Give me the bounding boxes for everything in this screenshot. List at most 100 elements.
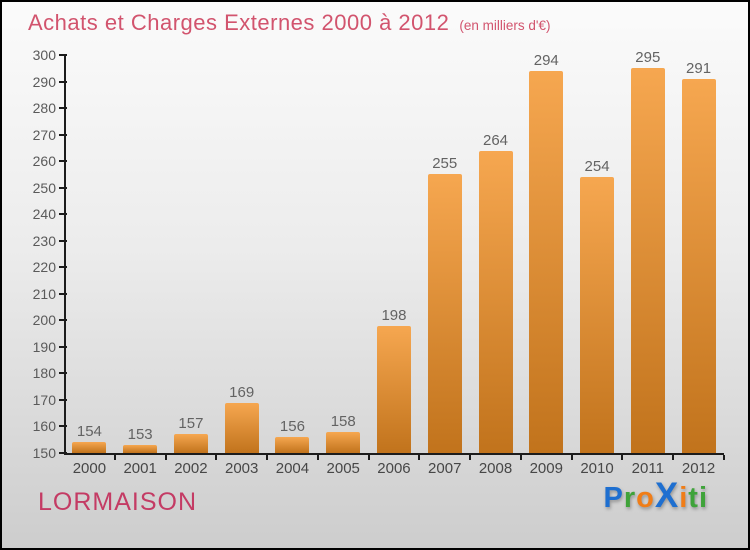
- y-tick-mark: [59, 372, 67, 375]
- bar-slot: 158: [318, 55, 369, 453]
- bar-slot: 198: [369, 55, 420, 453]
- y-tick-label: 220: [32, 259, 56, 276]
- y-tick-mark: [59, 133, 67, 136]
- x-tick-mark: [621, 455, 624, 460]
- bar-value-label: 295: [635, 49, 661, 67]
- y-tick-mark: [59, 266, 67, 269]
- y-tick-label: 270: [32, 126, 56, 143]
- y-tick-mark: [59, 186, 67, 189]
- bar: [326, 431, 361, 453]
- logo-letter: r: [623, 482, 637, 514]
- y-tick-label: 210: [32, 285, 56, 302]
- bar: [681, 78, 716, 453]
- x-year-label: 2011: [631, 460, 664, 477]
- bar-slot: 157: [166, 55, 217, 453]
- bar-value-label: 254: [584, 158, 610, 176]
- y-tick-label: 150: [32, 445, 56, 461]
- y-tick-mark: [59, 107, 67, 110]
- y-tick-label: 290: [32, 73, 56, 90]
- y-tick-mark: [59, 239, 67, 242]
- x-tick-mark: [113, 455, 116, 460]
- y-tick-mark: [59, 452, 67, 454]
- bar: [224, 402, 259, 453]
- y-tick-label: 280: [32, 100, 56, 117]
- y-tick-mark: [59, 54, 67, 56]
- x-axis-labels: 2000 2001 2002 2003 2004 2005 2006 2007 2008 2009…: [64, 460, 724, 477]
- bar-slot: 254: [572, 55, 623, 453]
- y-tick-label: 300: [32, 47, 56, 63]
- bar: [72, 442, 107, 453]
- y-tick-label: 200: [32, 312, 56, 329]
- y-tick-label: 250: [32, 179, 56, 196]
- bar: [173, 434, 208, 453]
- bar-value-label: 294: [533, 51, 559, 69]
- bar-slot: 255: [419, 55, 470, 453]
- logo-letter: o: [636, 482, 655, 514]
- bar-value-label: 153: [127, 426, 153, 444]
- bar-slot: 295: [622, 49, 673, 453]
- y-tick-label: 230: [32, 232, 56, 249]
- y-tick-mark: [59, 345, 67, 348]
- y-axis-line: [64, 55, 66, 455]
- bar: [529, 70, 564, 453]
- chart-subtitle: (en milliers d'€): [459, 18, 551, 33]
- bar: [580, 177, 615, 453]
- x-tick-mark: [723, 455, 725, 460]
- y-tick-label: 260: [32, 153, 56, 170]
- x-tick-mark: [672, 455, 675, 460]
- company-name: LORMAISON: [38, 488, 198, 516]
- bar: [123, 445, 158, 453]
- chart-header: Achats et Charges Externes 2000 à 2012 (…: [28, 10, 550, 36]
- bar-slot: 154: [64, 55, 115, 453]
- logo-letter: X: [654, 476, 680, 515]
- y-tick-mark: [59, 160, 67, 163]
- x-year-label: 2003: [224, 460, 259, 477]
- x-year-label: 2009: [529, 460, 563, 477]
- bar-value-label: 169: [229, 383, 255, 401]
- y-tick-mark: [59, 425, 67, 428]
- x-year-label: 2005: [326, 460, 360, 477]
- bar: [478, 150, 513, 453]
- bar-value-label: 154: [76, 423, 102, 441]
- y-tick-label: 240: [32, 206, 56, 223]
- x-year-label: 2007: [428, 460, 462, 477]
- bar-slot: 291: [673, 55, 724, 453]
- bar-slot: 294: [521, 51, 572, 453]
- y-tick-label: 170: [32, 391, 56, 408]
- bar-slot: 153: [115, 55, 166, 453]
- y-tick-mark: [59, 213, 67, 216]
- x-year-label: 2008: [478, 460, 513, 477]
- y-tick-label: 190: [32, 338, 56, 355]
- bar-value-label: 291: [686, 59, 712, 77]
- y-tick-mark: [59, 80, 67, 83]
- x-tick-mark: [367, 455, 370, 460]
- bar: [630, 68, 665, 453]
- x-tick-mark: [266, 455, 269, 460]
- x-year-label: 2000: [72, 460, 107, 477]
- y-tick-mark: [59, 398, 67, 401]
- y-tick-label: 160: [32, 418, 56, 435]
- logo-letter: t: [688, 482, 699, 514]
- y-tick-mark: [59, 319, 67, 322]
- x-tick-mark: [469, 455, 472, 460]
- bar-value-label: 255: [432, 155, 458, 173]
- bars-area: 154 153 157 169 156 158 198 255 264 294 254 295 291: [64, 49, 724, 453]
- x-year-label: 2002: [174, 460, 208, 477]
- x-axis-line: [64, 453, 724, 455]
- bar: [427, 174, 462, 453]
- bar-value-label: 156: [279, 418, 305, 436]
- x-year-label: 2012: [681, 460, 716, 477]
- y-tick-label: 180: [32, 365, 56, 382]
- x-tick-mark: [519, 455, 522, 460]
- logo-letter: i: [698, 482, 708, 514]
- x-tick-mark: [570, 455, 573, 460]
- bar-slot: 156: [267, 55, 318, 453]
- x-tick-mark: [164, 455, 167, 460]
- bar-value-label: 198: [381, 306, 407, 324]
- bar-value-label: 158: [330, 412, 356, 430]
- logo-letter: P: [603, 482, 624, 514]
- x-year-label: 2006: [377, 460, 411, 477]
- x-year-label: 2004: [275, 460, 310, 477]
